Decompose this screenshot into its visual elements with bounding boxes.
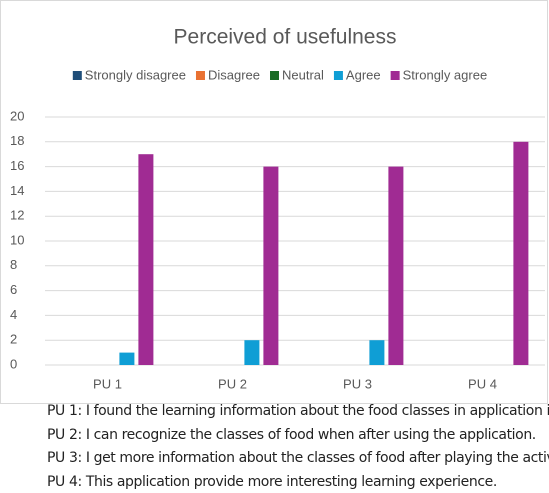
note: PU 1: I found the learning information a… — [47, 403, 549, 419]
legend-label: Disagree — [208, 67, 260, 82]
x-tick-label: PU 2 — [218, 376, 247, 391]
legend-swatch — [333, 71, 343, 80]
bar — [369, 340, 385, 365]
y-tick-label: 8 — [10, 257, 17, 272]
x-tick-label: PU 3 — [343, 376, 372, 391]
x-tick-label: PU 4 — [468, 376, 497, 391]
y-tick-label: 20 — [10, 108, 24, 123]
note: PU 4: This application provide more inte… — [47, 474, 497, 490]
legend-label: Strongly agree — [403, 67, 488, 82]
y-tick-label: 2 — [10, 332, 17, 347]
y-tick-label: 10 — [10, 232, 24, 247]
bar — [244, 340, 260, 365]
y-tick-label: 4 — [10, 307, 17, 322]
legend-swatch — [72, 71, 82, 80]
y-tick-label: 6 — [10, 282, 17, 297]
chart: Perceived of usefulness 0 2 4 6 8 10 12 14 16 18 2… — [0, 0, 548, 404]
legend-swatch — [195, 71, 205, 80]
bar — [513, 141, 529, 365]
legend-swatch — [390, 71, 400, 80]
bar — [138, 154, 154, 365]
legend-label: Agree — [346, 67, 381, 82]
bar — [119, 352, 135, 365]
legend-label: Strongly disagree — [85, 67, 186, 82]
note: PU 2: I can recognize the classes of foo… — [47, 427, 536, 443]
bar — [263, 166, 279, 365]
bar — [388, 166, 404, 365]
legend-swatch — [270, 71, 280, 80]
x-tick-label: PU 1 — [93, 376, 122, 391]
note: PU 3: I get more information about the c… — [47, 450, 549, 466]
y-tick-label: 16 — [10, 158, 24, 173]
y-tick-label: 12 — [10, 208, 24, 223]
legend-label: Neutral — [282, 67, 324, 82]
y-tick-label: 0 — [10, 356, 17, 371]
y-tick-label: 18 — [10, 133, 24, 148]
y-tick-label: 14 — [10, 183, 24, 198]
chart-title: Perceived of usefulness — [174, 26, 397, 49]
